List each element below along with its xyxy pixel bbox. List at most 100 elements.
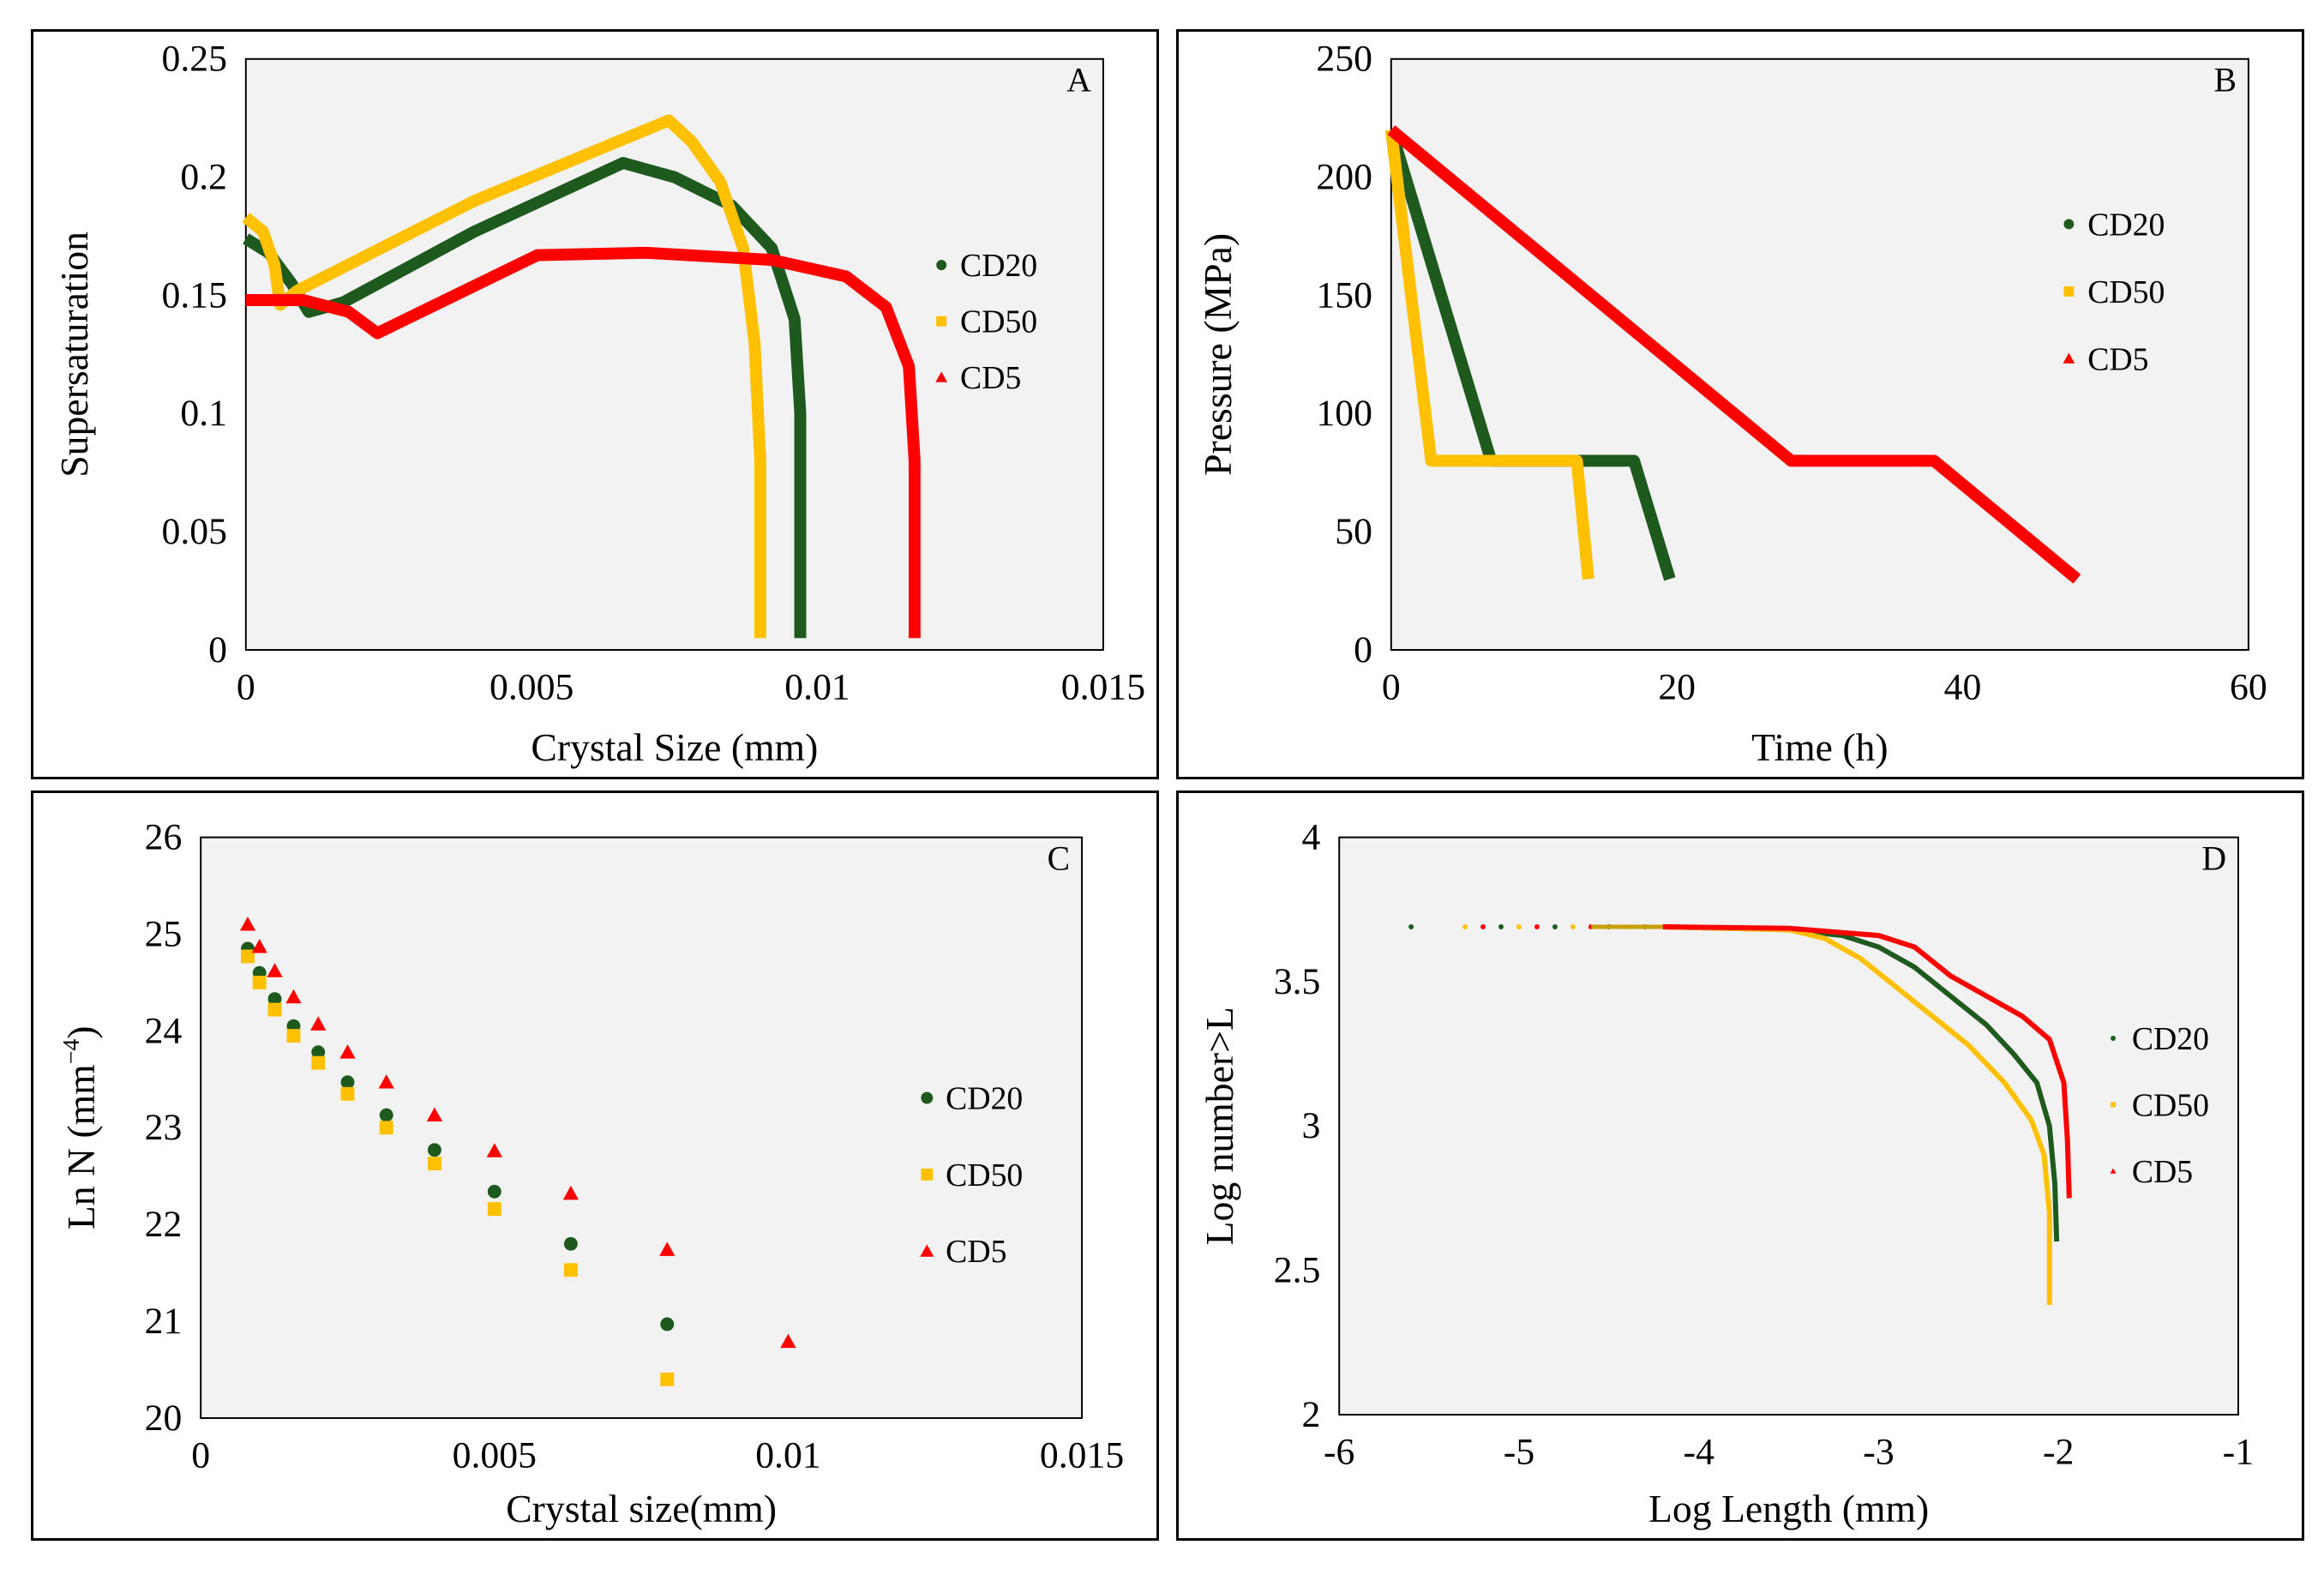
panel-letter: B [2214, 62, 2237, 99]
data-point-cd50 [241, 949, 255, 964]
sparse-point [1408, 924, 1414, 929]
data-point-cd20 [379, 1108, 393, 1122]
y-tick-label: 0.25 [162, 39, 227, 80]
y-tick-label: 3 [1302, 1105, 1321, 1146]
data-point-cd20 [267, 992, 282, 1007]
data-point-cd50 [340, 1086, 355, 1101]
legend-label-cd50: CD50 [2132, 1087, 2209, 1123]
series-line-cd5 [245, 246, 921, 639]
y-tick-label: 150 [1316, 274, 1372, 316]
legend-marker-cd5 [920, 1244, 934, 1257]
y-tick-label: 25 [145, 913, 183, 954]
chart-panel-a: 0 0.005 0.01 0.015 0 0.05 0.1 0.15 0.2 0.25 Crysta… [31, 29, 1159, 779]
x-tick-label: -4 [1684, 1432, 1715, 1473]
y-tick-label: 2.5 [1274, 1250, 1321, 1291]
x-tick-label: 20 [1658, 667, 1696, 708]
x-tick-label: 0 [237, 667, 255, 708]
y-tick-label: 0.2 [180, 157, 227, 198]
x-tick-label: -5 [1504, 1432, 1534, 1473]
y-tick-label: 3.5 [1274, 961, 1321, 1002]
chart-a-svg: 0 0.005 0.01 0.015 0 0.05 0.1 0.15 0.2 0.25 Crysta… [52, 39, 1145, 769]
data-point-cd5 [426, 1107, 443, 1121]
legend-marker-cd20 [2111, 1036, 2116, 1042]
panel-letter: A [1066, 62, 1091, 99]
data-point-cd5 [310, 1016, 327, 1031]
data-point-cd5 [378, 1074, 394, 1089]
x-tick-label: 0.015 [1040, 1435, 1124, 1476]
data-point-cd5 [486, 1143, 502, 1157]
y-tick-label: 2 [1302, 1394, 1321, 1435]
data-point-cd5 [251, 939, 267, 953]
y-axis-title-text: Ln N (mm [59, 1064, 103, 1229]
y-tick-label: 250 [1316, 39, 1372, 80]
data-point-cd5 [780, 1333, 796, 1349]
legend-label-cd5: CD5 [2132, 1154, 2193, 1190]
x-tick-label: 0.005 [489, 667, 573, 708]
legend-marker-cd5 [2063, 352, 2075, 364]
x-tick-label: 0.005 [453, 1435, 537, 1476]
data-point-cd50 [286, 1029, 301, 1043]
x-tick-label: -3 [1863, 1432, 1894, 1473]
legend-marker-cd50 [2111, 1102, 2116, 1108]
x-tick-label: 60 [2230, 667, 2267, 708]
panel-letter: D [2201, 839, 2226, 877]
legend-label-cd5: CD5 [2087, 341, 2148, 377]
y-axis-title: Supersaturation [52, 231, 96, 478]
sparse-point [1480, 924, 1486, 929]
y-tick-label: 0.05 [162, 511, 227, 552]
y-axis-title-text: Supersaturation [52, 231, 96, 478]
legend-marker-cd5 [935, 371, 948, 382]
chart-panel-b: 0 20 40 60 0 50 100 150 200 250 Time (h) Pressure (… [1176, 29, 2304, 779]
legend-marker-cd50 [2063, 286, 2075, 297]
x-axis-title: Crystal size(mm) [506, 1487, 777, 1530]
y-axis-title-text: Log number>L [1198, 1007, 1241, 1245]
y-tick-label: 22 [145, 1204, 183, 1245]
panel-letter: C [1048, 839, 1071, 877]
data-point-cd50 [252, 976, 267, 989]
y-tick-label: 4 [1302, 817, 1321, 858]
x-tick-label: 0.01 [784, 667, 850, 708]
x-tick-label: 40 [1944, 667, 1982, 708]
sparse-point [1498, 924, 1504, 929]
data-point-cd5 [267, 963, 283, 977]
legend-marker-cd20 [2063, 219, 2075, 230]
series-line-cd5 [1387, 125, 2081, 584]
data-point-cd5 [562, 1185, 579, 1200]
chart-d-svg: -6 -5 -4 -3 -2 -1 2 2.5 3 3.5 4 Log Length (mm) Log … [1198, 817, 2254, 1531]
data-point-cd20 [487, 1184, 501, 1199]
y-tick-label: 26 [145, 817, 183, 858]
legend-label-cd20: CD20 [2132, 1021, 2209, 1057]
legend-marker-cd20 [936, 260, 947, 271]
data-point-cd50 [427, 1157, 441, 1171]
y-axis-title-end: ) [59, 1026, 103, 1039]
legend-label-cd20: CD20 [960, 248, 1037, 284]
data-point-cd50 [379, 1121, 393, 1135]
data-point-cd5 [285, 989, 302, 1004]
chart-c-svg: 0 0.005 0.01 0.015 20 21 22 23 24 25 26 Crystal siz… [58, 817, 1124, 1531]
y-tick-label: 100 [1316, 393, 1372, 434]
y-axis-title: Log number>L [1198, 1007, 1241, 1245]
y-tick-label: 24 [145, 1010, 183, 1051]
legend-label-cd5: CD5 [960, 360, 1021, 396]
legend-marker-cd50 [921, 1168, 934, 1181]
y-tick-label: 0 [1354, 629, 1372, 670]
plot-area [1338, 836, 2239, 1416]
data-point-cd20 [340, 1075, 355, 1090]
legend-label-cd20: CD20 [2087, 207, 2165, 243]
legend-marker-cd5 [2110, 1168, 2117, 1174]
legend-label-cd50: CD50 [946, 1157, 1023, 1193]
chart-b-svg: 0 20 40 60 0 50 100 150 200 250 Time (h) Pressure (… [1196, 39, 2267, 769]
y-axis-title: Pressure (MPa) [1196, 233, 1240, 476]
y-tick-label: 23 [145, 1107, 183, 1148]
data-point-cd5 [339, 1044, 356, 1059]
series-line-cd20 [1662, 924, 2060, 1242]
y-tick-label: 0.1 [180, 393, 227, 434]
data-point-cd50 [487, 1202, 501, 1217]
legend-marker-cd50 [936, 316, 947, 327]
y-tick-label: 20 [145, 1398, 183, 1439]
sparse-point [1462, 924, 1468, 929]
plot-area [1390, 57, 2249, 652]
data-point-cd5 [239, 917, 256, 931]
data-point-cd20 [427, 1143, 441, 1157]
data-point-cd50 [563, 1263, 578, 1277]
